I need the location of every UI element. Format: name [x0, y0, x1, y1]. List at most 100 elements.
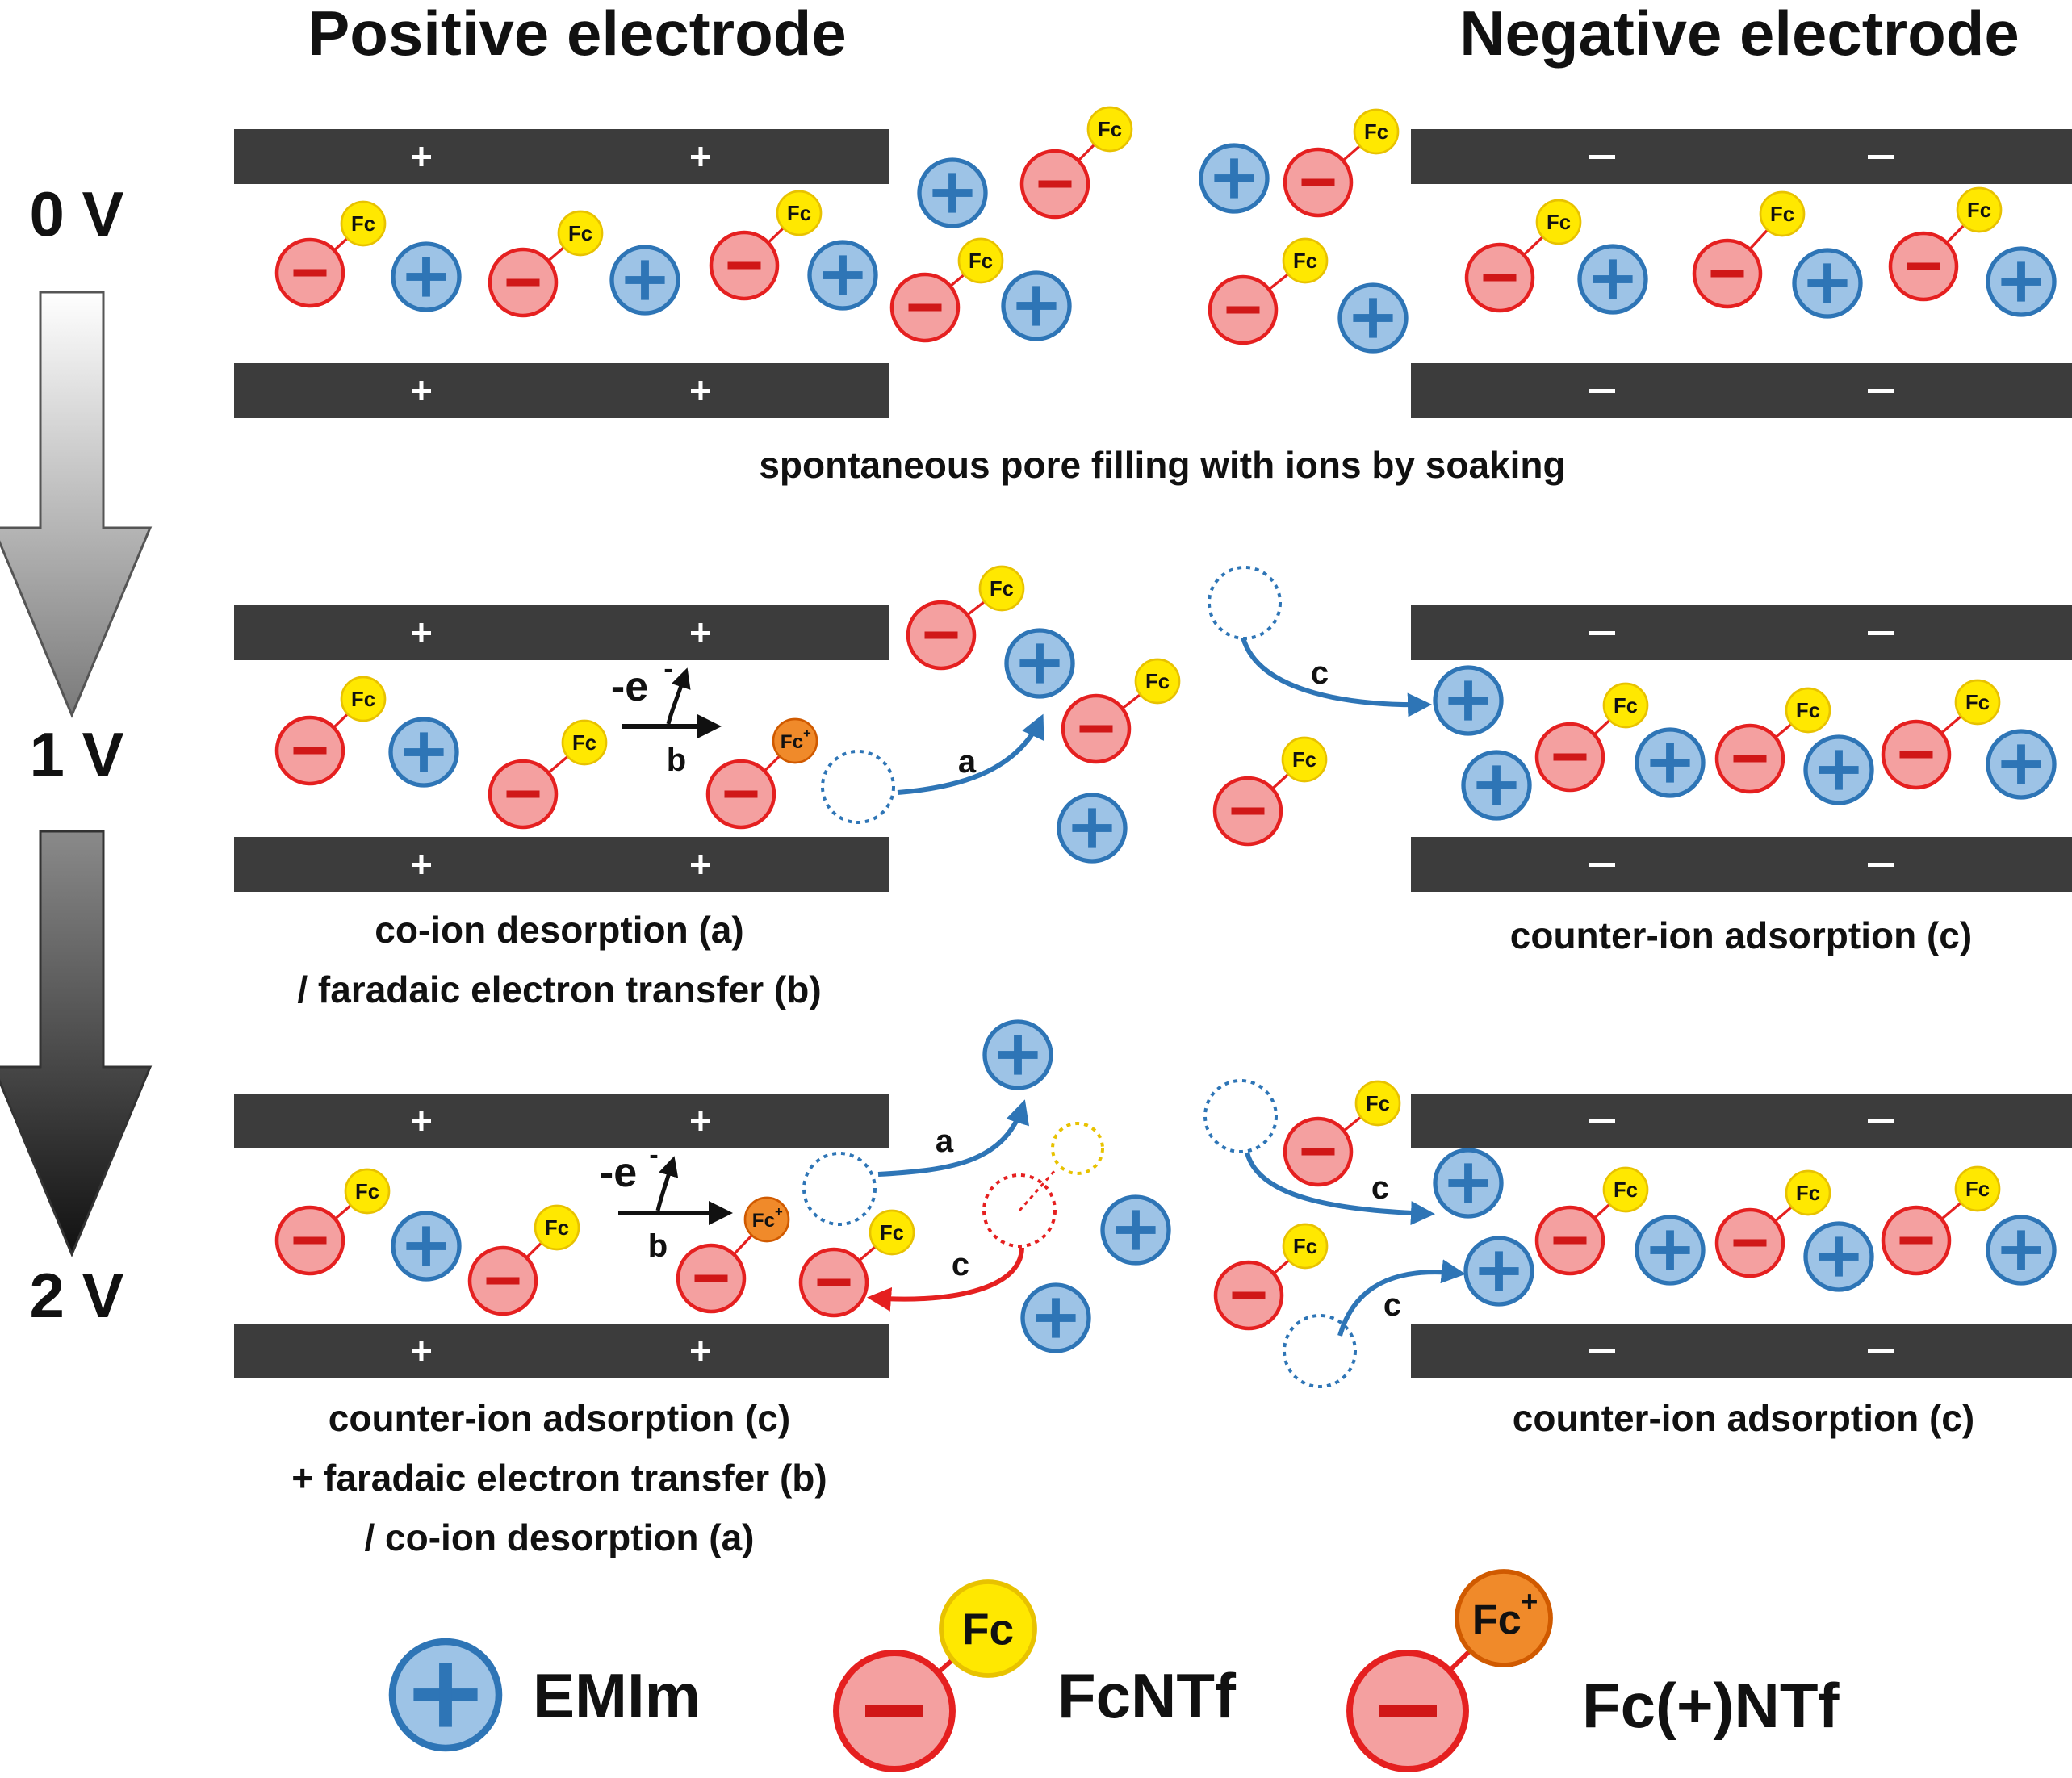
fc-circle [1954, 679, 2001, 726]
fc-plus-label: Fc [781, 731, 803, 753]
emim-cation [982, 1019, 1053, 1090]
plus-sign-icon [1609, 259, 1617, 299]
minus-sign-icon [1226, 306, 1260, 314]
fc-plus-superscript: + [803, 726, 811, 741]
process-label-c: c [1383, 1287, 1401, 1323]
emim-cation [1803, 734, 1874, 805]
plus-sign-icon [1835, 750, 1843, 790]
vacated-fc-site [1051, 1122, 1104, 1175]
fc-circle [978, 565, 1025, 612]
electron-superscript: - [663, 654, 672, 684]
plus-sign-icon [1132, 1210, 1140, 1250]
negative-electrode-plate-top-r2 [1411, 1094, 2072, 1148]
negative-electrode-plate-bottom-r2 [1411, 1324, 2072, 1378]
fcntf-anion: Fc [1213, 1223, 1329, 1331]
caption-row2-right: counter-ion adsorption (c) [1513, 1397, 1974, 1439]
plus-sign-icon [1369, 298, 1377, 338]
fc-label: Fc [1614, 695, 1638, 717]
fc-label: Fc [1796, 700, 1820, 722]
emim-cation [1463, 1236, 1534, 1307]
plus-sign-icon [1835, 1236, 1843, 1277]
emim-cation [1986, 246, 2057, 317]
plus-mark [698, 147, 703, 166]
fcntf-anion: Fc [798, 1209, 915, 1318]
electron-label: -e [611, 663, 648, 710]
vacated-ion-site [1208, 566, 1282, 640]
voltage-label-2v: 2 V [29, 1260, 123, 1331]
process-arrow [867, 1247, 1024, 1312]
fc-circle [1956, 186, 2003, 233]
minus-mark [1589, 1119, 1615, 1123]
fc-label: Fc [969, 250, 993, 273]
process-label-c: c [952, 1247, 969, 1282]
fc-label: Fc [572, 732, 596, 755]
fc-label: Fc [545, 1217, 569, 1240]
emim-cation [1635, 1215, 1706, 1286]
emim-cation [1986, 1215, 2057, 1286]
negative-electrode-plate-top-r0 [1411, 129, 2072, 184]
fcntf-anion: Fc [833, 1579, 1037, 1772]
fc-circle [776, 190, 823, 236]
emim-cation [388, 1638, 503, 1752]
fcntf-anion: Fc [274, 200, 387, 308]
plus-sign-icon [641, 260, 649, 300]
plus-sign-icon [1666, 1230, 1674, 1270]
fc-label: Fc [1364, 121, 1388, 144]
process-arrow [897, 713, 1044, 795]
plus-sign-icon [1464, 1163, 1472, 1203]
plus-sign-icon [1032, 286, 1040, 326]
process-label-a: a [958, 744, 977, 780]
fc-circle [1282, 237, 1329, 284]
fc-plus-superscript: + [1521, 1584, 1538, 1617]
fc-label: Fc [355, 1181, 379, 1203]
plus-sign-icon [2017, 1230, 2025, 1270]
fcntf-anion: Fc [1061, 658, 1181, 764]
fc-label: Fc [880, 1222, 904, 1245]
minus-sign-icon [817, 1278, 851, 1286]
minus-mark [1589, 389, 1615, 393]
emim-cation [1004, 628, 1075, 699]
fc-label: Fc [568, 223, 592, 245]
fc-plus-label: Fc [1472, 1597, 1522, 1644]
minus-mark [1868, 1349, 1894, 1353]
process-label-c: c [1371, 1170, 1389, 1206]
emim-cation [1433, 665, 1504, 736]
caption-row2-left-line2: + faradaic electron transfer (b) [291, 1457, 827, 1499]
caption-row1-left-line2: / faradaic electron transfer (b) [297, 968, 821, 1010]
fc-plus-ntf-anion: Fc + [1346, 1569, 1553, 1772]
fc-label: Fc [351, 213, 375, 236]
fc-label: Fc [1293, 1236, 1317, 1258]
emim-cation [1577, 244, 1648, 315]
vacated-anion-bond [1018, 1169, 1057, 1211]
plus-mark [419, 381, 424, 400]
caption-row2-left-line1: counter-ion adsorption (c) [329, 1397, 790, 1439]
fc-circle [1353, 108, 1400, 155]
fcntf-anion: Fc [906, 565, 1025, 671]
minus-sign-icon [1483, 274, 1517, 282]
plus-mark [419, 1341, 424, 1361]
process-arrow [1245, 1152, 1435, 1226]
negative-electrode-plate-top-r1 [1411, 605, 2072, 660]
fc-circle [1785, 1169, 1831, 1216]
plus-mark [698, 623, 703, 642]
fc-label: Fc [1366, 1093, 1390, 1115]
fc-label: Fc [787, 203, 811, 225]
minus-sign-icon [1899, 751, 1933, 759]
plus-sign-icon [1014, 1035, 1022, 1075]
fc-circle [557, 210, 604, 257]
minus-sign-icon [908, 303, 942, 312]
emim-cation [1461, 750, 1532, 821]
minus-sign-icon [293, 269, 327, 277]
emim-cation [917, 157, 988, 228]
plus-sign-icon [1495, 1251, 1503, 1291]
minus-sign-icon [506, 790, 540, 798]
minus-sign-icon [1899, 1236, 1933, 1245]
process-arrow [877, 1099, 1029, 1177]
plus-sign-icon [439, 1663, 452, 1727]
fc-plus-label: Fc [752, 1210, 775, 1232]
emim-cation [1001, 270, 1072, 341]
captions: spontaneous pore filling with ions by so… [291, 444, 1974, 1558]
minus-sign-icon [1553, 1236, 1587, 1245]
headings: Positive electrode Negative electrode [308, 0, 2020, 69]
